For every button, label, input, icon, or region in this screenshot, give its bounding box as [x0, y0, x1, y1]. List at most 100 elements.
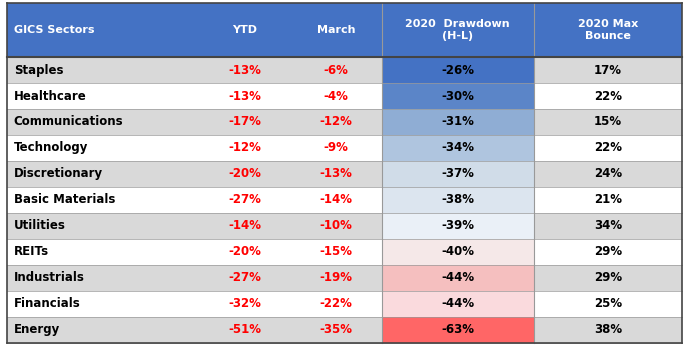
Bar — [7, 291, 199, 317]
Bar — [291, 291, 382, 317]
Bar — [199, 213, 291, 239]
Text: -37%: -37% — [441, 167, 474, 180]
Bar — [533, 317, 682, 343]
Bar — [533, 83, 682, 109]
Text: 29%: 29% — [594, 245, 622, 258]
Bar — [291, 213, 382, 239]
Text: Communications: Communications — [14, 116, 123, 128]
Text: -30%: -30% — [441, 90, 474, 102]
Bar — [382, 3, 533, 57]
Bar — [533, 187, 682, 213]
Text: YTD: YTD — [232, 25, 258, 35]
Text: -14%: -14% — [229, 219, 261, 232]
Text: 22%: 22% — [594, 90, 622, 102]
Bar — [291, 317, 382, 343]
Bar — [382, 135, 533, 161]
Text: Healthcare: Healthcare — [14, 90, 87, 102]
Text: -4%: -4% — [324, 90, 349, 102]
Bar — [7, 317, 199, 343]
Text: 2020  Drawdown
(H-L): 2020 Drawdown (H-L) — [405, 19, 510, 42]
Bar — [199, 109, 291, 135]
Text: Industrials: Industrials — [14, 271, 85, 284]
Text: Basic Materials: Basic Materials — [14, 193, 115, 206]
Text: Discretionary: Discretionary — [14, 167, 103, 180]
Text: -35%: -35% — [320, 323, 353, 336]
Bar — [382, 213, 533, 239]
Bar — [291, 57, 382, 83]
Text: 15%: 15% — [594, 116, 622, 128]
Text: Financials: Financials — [14, 297, 81, 310]
Bar — [199, 135, 291, 161]
Bar — [199, 291, 291, 317]
Text: -32%: -32% — [229, 297, 261, 310]
Text: 22%: 22% — [594, 142, 622, 154]
Text: -63%: -63% — [441, 323, 474, 336]
Text: -12%: -12% — [229, 142, 261, 154]
Bar — [7, 109, 199, 135]
Text: -39%: -39% — [441, 219, 474, 232]
Text: 25%: 25% — [594, 297, 622, 310]
Bar — [7, 187, 199, 213]
Text: -22%: -22% — [320, 297, 353, 310]
Text: -13%: -13% — [229, 64, 261, 76]
Bar — [291, 239, 382, 265]
Text: -13%: -13% — [229, 90, 261, 102]
Bar — [533, 291, 682, 317]
Text: -31%: -31% — [441, 116, 474, 128]
Text: 34%: 34% — [594, 219, 622, 232]
Bar — [291, 265, 382, 291]
Bar — [291, 161, 382, 187]
Text: March: March — [317, 25, 356, 35]
Text: Energy: Energy — [14, 323, 60, 336]
Bar — [533, 3, 682, 57]
Bar — [199, 239, 291, 265]
Bar — [199, 57, 291, 83]
Bar — [382, 239, 533, 265]
Text: -20%: -20% — [229, 245, 261, 258]
Bar — [291, 3, 382, 57]
Bar — [533, 265, 682, 291]
Text: -44%: -44% — [441, 297, 474, 310]
Bar — [382, 83, 533, 109]
Bar — [199, 317, 291, 343]
Text: -10%: -10% — [320, 219, 353, 232]
Text: -9%: -9% — [324, 142, 349, 154]
Text: -40%: -40% — [441, 245, 474, 258]
Bar — [199, 265, 291, 291]
Text: 21%: 21% — [594, 193, 622, 206]
Bar — [7, 213, 199, 239]
Bar — [7, 265, 199, 291]
Bar — [382, 291, 533, 317]
Text: -15%: -15% — [320, 245, 353, 258]
Bar — [7, 57, 199, 83]
Text: -14%: -14% — [320, 193, 353, 206]
Text: -12%: -12% — [320, 116, 353, 128]
Text: -34%: -34% — [441, 142, 474, 154]
Text: 29%: 29% — [594, 271, 622, 284]
Bar — [382, 317, 533, 343]
Bar — [533, 109, 682, 135]
Bar — [533, 161, 682, 187]
Bar — [7, 3, 199, 57]
Bar — [382, 57, 533, 83]
Text: -51%: -51% — [229, 323, 261, 336]
Bar — [199, 161, 291, 187]
Bar — [291, 135, 382, 161]
Text: 17%: 17% — [594, 64, 622, 76]
Text: -13%: -13% — [320, 167, 353, 180]
Bar — [382, 265, 533, 291]
Text: Utilities: Utilities — [14, 219, 65, 232]
Text: GICS Sectors: GICS Sectors — [14, 25, 94, 35]
Text: -17%: -17% — [229, 116, 261, 128]
Bar — [199, 187, 291, 213]
Text: 24%: 24% — [594, 167, 622, 180]
Text: 38%: 38% — [594, 323, 622, 336]
Text: -27%: -27% — [229, 271, 261, 284]
Text: Technology: Technology — [14, 142, 88, 154]
Text: -44%: -44% — [441, 271, 474, 284]
Bar — [199, 3, 291, 57]
Text: -26%: -26% — [441, 64, 474, 76]
Bar — [199, 83, 291, 109]
Bar — [382, 161, 533, 187]
Text: Staples: Staples — [14, 64, 63, 76]
